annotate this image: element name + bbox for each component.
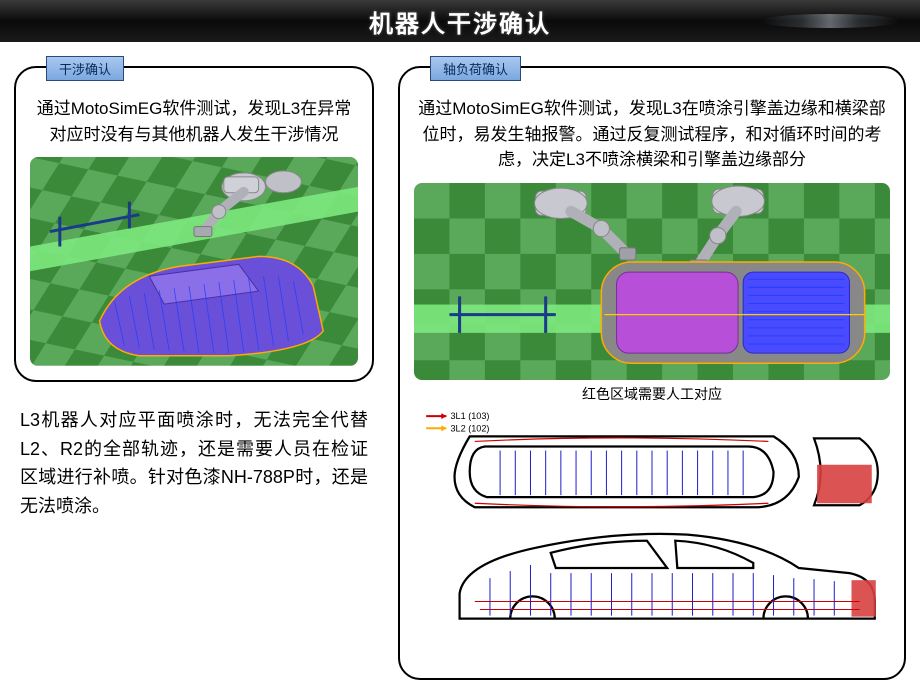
diagram-svg: 3L1 (103) 3L2 (102) bbox=[414, 406, 890, 634]
right-column: 轴负荷确认 通过MotoSimEG软件测试，发现L3在喷涂引擎盖边缘和横梁部位时… bbox=[398, 54, 906, 680]
axis-load-text: 通过MotoSimEG软件测试，发现L3在喷涂引擎盖边缘和横梁部位时，易发生轴报… bbox=[414, 96, 890, 173]
trajectory-diagram: 3L1 (103) 3L2 (102) bbox=[414, 406, 890, 664]
title-bar: 机器人干涉确认 bbox=[0, 0, 920, 42]
legend-2: 3L2 (102) bbox=[450, 423, 489, 433]
red-zone-top bbox=[817, 465, 872, 503]
content-area: 干涉确认 通过MotoSimEG软件测试，发现L3在异常对应时没有与其他机器人发… bbox=[0, 42, 920, 690]
legend-1: 3L1 (103) bbox=[450, 411, 489, 421]
axis-load-tag: 轴负荷确认 bbox=[430, 56, 521, 81]
sim-right-svg bbox=[414, 183, 890, 380]
red-zone-caption: 红色区域需要人工对应 bbox=[414, 384, 890, 404]
left-note-text: L3机器人对应平面喷涂时，无法完全代替L2、R2的全部轨迹，还是需要人员在检证区… bbox=[14, 382, 374, 521]
page-title: 机器人干涉确认 bbox=[369, 4, 551, 39]
red-zone-side bbox=[852, 580, 876, 616]
interference-tag: 干涉确认 bbox=[46, 56, 124, 81]
interference-panel: 干涉确认 通过MotoSimEG软件测试，发现L3在异常对应时没有与其他机器人发… bbox=[14, 66, 374, 382]
axis-load-sim-image bbox=[414, 183, 890, 380]
interference-text: 通过MotoSimEG软件测试，发现L3在异常对应时没有与其他机器人发生干涉情况 bbox=[30, 96, 358, 147]
car-top-icon bbox=[601, 261, 864, 362]
left-column: 干涉确认 通过MotoSimEG软件测试，发现L3在异常对应时没有与其他机器人发… bbox=[14, 54, 374, 680]
interference-sim-image bbox=[30, 157, 358, 366]
axis-load-panel: 轴负荷确认 通过MotoSimEG软件测试，发现L3在喷涂引擎盖边缘和横梁部位时… bbox=[398, 66, 906, 680]
sim-left-svg bbox=[30, 157, 358, 366]
